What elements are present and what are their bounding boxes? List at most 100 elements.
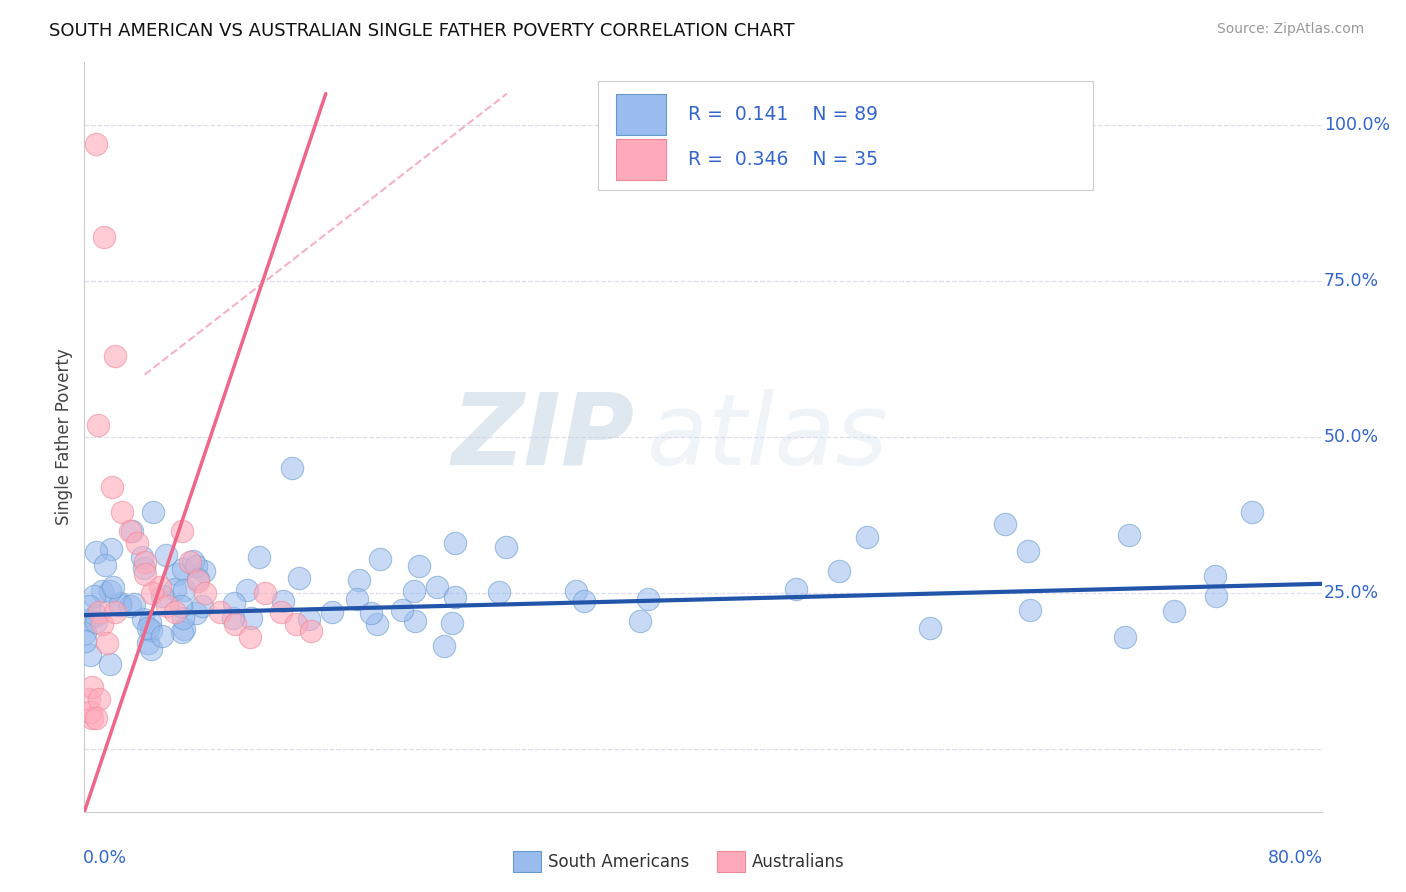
Text: 0.0%: 0.0%	[83, 849, 128, 867]
Point	[77, 692, 100, 706]
Point	[254, 586, 277, 600]
Point	[141, 623, 163, 637]
Text: 100.0%: 100.0%	[1324, 116, 1391, 134]
Point	[100, 480, 122, 494]
Point	[170, 624, 193, 639]
Point	[1205, 590, 1227, 604]
Point	[321, 605, 343, 619]
FancyBboxPatch shape	[616, 94, 666, 135]
Point	[87, 417, 110, 432]
Point	[441, 616, 464, 631]
Point	[110, 596, 132, 610]
Point	[118, 599, 141, 614]
Text: Source: ZipAtlas.com: Source: ZipAtlas.com	[1216, 22, 1364, 37]
Point	[80, 711, 103, 725]
Point	[1118, 527, 1140, 541]
Point	[89, 692, 111, 706]
Point	[828, 564, 851, 578]
Text: 50.0%: 50.0%	[1324, 428, 1379, 446]
Point	[103, 349, 125, 363]
Point	[271, 593, 294, 607]
Point	[79, 648, 101, 662]
Point	[103, 605, 125, 619]
Point	[84, 607, 107, 622]
Point	[163, 582, 186, 597]
Point	[79, 705, 101, 719]
Point	[288, 571, 311, 585]
Point	[108, 598, 131, 612]
Point	[1019, 603, 1042, 617]
Point	[222, 610, 245, 624]
Text: atlas: atlas	[647, 389, 889, 485]
Text: R =  0.346    N = 35: R = 0.346 N = 35	[688, 150, 879, 169]
Point	[173, 623, 195, 637]
Point	[281, 461, 304, 475]
Point	[96, 636, 118, 650]
Point	[347, 573, 370, 587]
Point	[404, 615, 426, 629]
Text: 25.0%: 25.0%	[1324, 584, 1379, 602]
Point	[247, 549, 270, 564]
Point	[75, 633, 97, 648]
Point	[142, 505, 165, 519]
Point	[132, 561, 155, 575]
Point	[572, 594, 595, 608]
Point	[628, 614, 651, 628]
Point	[90, 584, 112, 599]
Point	[101, 580, 124, 594]
Point	[488, 585, 510, 599]
Point	[163, 605, 186, 619]
Point	[408, 559, 430, 574]
Point	[191, 599, 214, 614]
Point	[368, 552, 391, 566]
Point	[186, 606, 208, 620]
Point	[150, 589, 173, 603]
Point	[194, 586, 217, 600]
Point	[132, 612, 155, 626]
Point	[187, 573, 209, 587]
Point	[284, 617, 307, 632]
Point	[86, 136, 108, 151]
Point	[172, 611, 194, 625]
Text: Australians: Australians	[752, 853, 845, 871]
Point	[149, 580, 172, 594]
Point	[139, 641, 162, 656]
Point	[637, 592, 659, 607]
Point	[93, 230, 115, 244]
Point	[93, 558, 115, 573]
Point	[134, 555, 156, 569]
Point	[404, 584, 426, 599]
Point	[79, 599, 101, 613]
Text: R =  0.141    N = 89: R = 0.141 N = 89	[688, 104, 879, 124]
Point	[170, 599, 193, 613]
Point	[179, 555, 201, 569]
Point	[1163, 604, 1185, 618]
Point	[118, 524, 141, 538]
Point	[139, 615, 162, 629]
Point	[443, 536, 465, 550]
Point	[920, 621, 942, 635]
Point	[100, 542, 122, 557]
Point	[495, 540, 517, 554]
Point	[299, 624, 322, 638]
Point	[1017, 544, 1039, 558]
Point	[122, 597, 145, 611]
Point	[224, 617, 246, 632]
Point	[1204, 569, 1226, 583]
Point	[193, 564, 215, 578]
Text: ZIP: ZIP	[451, 389, 636, 485]
Point	[77, 613, 100, 627]
Text: South Americans: South Americans	[548, 853, 689, 871]
Y-axis label: Single Father Poverty: Single Father Poverty	[55, 349, 73, 525]
Point	[856, 530, 879, 544]
Point	[84, 545, 107, 559]
Point	[127, 536, 149, 550]
Point	[121, 524, 143, 538]
Point	[391, 603, 413, 617]
Point	[994, 517, 1017, 532]
Text: SOUTH AMERICAN VS AUSTRALIAN SINGLE FATHER POVERTY CORRELATION CHART: SOUTH AMERICAN VS AUSTRALIAN SINGLE FATH…	[49, 22, 794, 40]
Point	[134, 567, 156, 582]
Point	[222, 596, 245, 610]
Point	[136, 621, 159, 635]
Point	[172, 562, 194, 576]
